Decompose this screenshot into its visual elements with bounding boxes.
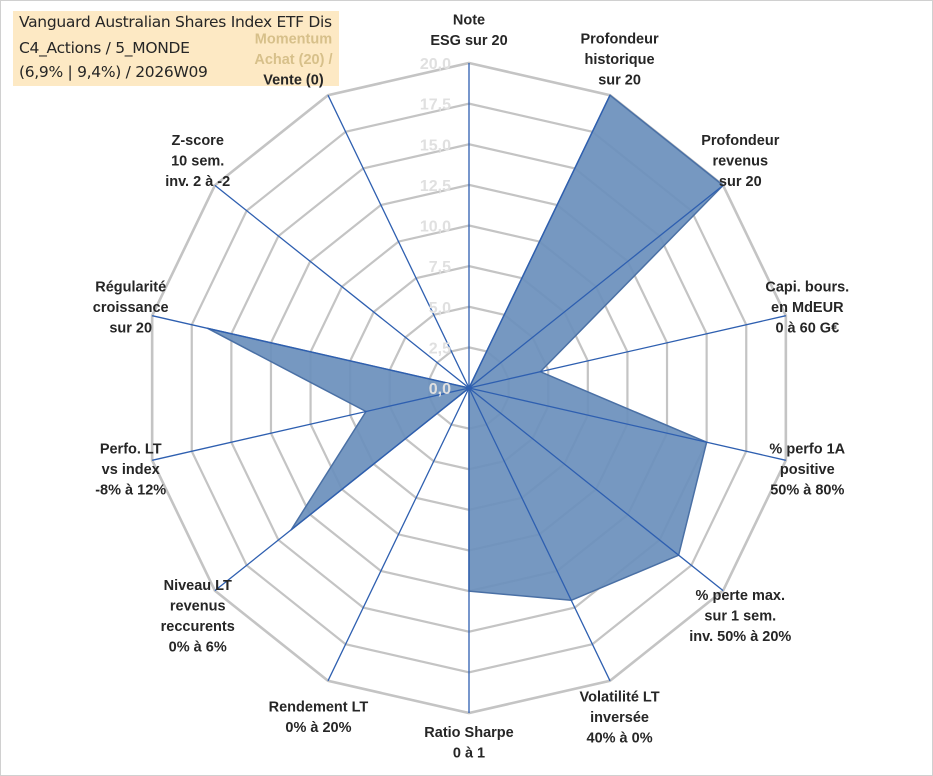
tick-label-0: 0,0: [429, 381, 451, 398]
category-label-2-line-0: Profondeur: [701, 133, 779, 149]
category-label-6-line-0: Volatilité LT: [580, 689, 660, 705]
category-label-3-line-0: Capi. bours.: [765, 279, 849, 295]
category-label-6-line-2: 40% à 0%: [587, 730, 653, 746]
category-label-13-line-1: Achat (20) /: [254, 52, 332, 68]
category-label-10-line-1: vs index: [102, 462, 160, 478]
category-label-4-line-1: positive: [780, 462, 835, 478]
category-label-9-line-2: reccurents: [161, 619, 235, 635]
category-label-11-line-0: Régularité: [95, 279, 166, 295]
category-label-9-line-3: 0% à 6%: [169, 639, 227, 655]
tick-label-4: 10,0: [420, 219, 451, 236]
category-label-9-line-0: Niveau LT: [164, 578, 232, 594]
category-label-11-line-2: sur 20: [109, 320, 152, 336]
category-label-10-line-2: -8% à 12%: [95, 483, 166, 499]
tick-label-1: 2,5: [429, 340, 451, 357]
category-label-2-line-2: sur 20: [719, 174, 762, 190]
category-label-3-line-2: 0 à 60 G€: [775, 320, 839, 336]
axis-spoke-3: [468, 315, 786, 389]
category-label-3-line-1: en MdEUR: [771, 300, 844, 316]
category-label-5-line-2: inv. 50% à 20%: [689, 629, 791, 645]
axis-spoke-10: [152, 387, 470, 461]
axis-spoke-8: [327, 387, 470, 682]
category-label-5-line-1: sur 1 sem.: [704, 609, 776, 625]
category-label-7-line-1: 0 à 1: [453, 746, 485, 762]
category-label-5-line-0: % perte max.: [696, 588, 785, 604]
category-label-9-line-1: revenus: [170, 598, 226, 614]
label-layer: Note ESG sur 20 Profondeur historique sur 20…: [93, 13, 849, 762]
category-label-1-line-1: historique: [585, 52, 655, 68]
category-label-4-line-2: 50% à 80%: [770, 483, 844, 499]
axis-spoke-2: [468, 184, 724, 389]
axis-spoke-6: [468, 387, 611, 682]
axis-spoke-9: [214, 387, 470, 592]
axis-spoke-12: [214, 184, 470, 389]
tick-label-7: 17,5: [420, 97, 451, 114]
axis-spoke-13: [327, 94, 470, 389]
category-label-12-line-1: 10 sem.: [171, 153, 224, 169]
category-label-11-line-1: croissance: [93, 300, 169, 316]
category-label-0-line-0: Note: [453, 13, 485, 29]
title-line-2: C4_Actions / 5_MONDE: [19, 39, 190, 57]
category-label-8-line-1: 0% à 20%: [285, 720, 351, 736]
title-line-1: Vanguard Australian Shares Index ETF Dis: [19, 13, 332, 31]
axis-spoke-5: [468, 387, 724, 592]
axis-spoke-11: [152, 315, 470, 389]
tick-label-2: 5,0: [429, 300, 451, 317]
title-line-3: (6,9% | 9,4%) / 2026W09: [19, 63, 208, 81]
category-label-2-line-1: revenus: [712, 153, 768, 169]
axis-spoke-1: [468, 94, 611, 389]
category-label-7-line-0: Ratio Sharpe: [424, 725, 513, 741]
category-label-12-line-0: Z-score: [172, 133, 224, 149]
tick-label-6: 15,0: [420, 137, 451, 154]
tick-label-5: 12,5: [420, 178, 451, 195]
axis-layer: [152, 63, 786, 713]
tick-label-8: 20,0: [420, 56, 451, 73]
title-box: Vanguard Australian Shares Index ETF Dis…: [13, 11, 339, 86]
category-label-13-line-2: Vente (0): [263, 73, 324, 89]
category-label-0-line-1: ESG sur 20: [430, 33, 507, 49]
axis-spoke-4: [468, 387, 786, 461]
tick-label-3: 7,5: [429, 259, 451, 276]
category-label-4-line-0: % perfo 1A: [769, 442, 845, 458]
category-label-10-line-0: Perfo. LT: [100, 442, 162, 458]
category-label-1-line-2: sur 20: [598, 73, 641, 89]
category-label-6-line-1: inversée: [590, 710, 649, 726]
tick-layer: 0,0 2,5 5,0 7,5 10,0 12,5 15,0 17,5 20,0: [420, 56, 451, 398]
category-label-12-line-2: inv. 2 à -2: [165, 174, 230, 190]
category-label-1-line-0: Profondeur: [580, 32, 658, 48]
category-label-13-line-0: Momentum: [255, 32, 332, 48]
category-label-8-line-0: Rendement LT: [269, 700, 369, 716]
